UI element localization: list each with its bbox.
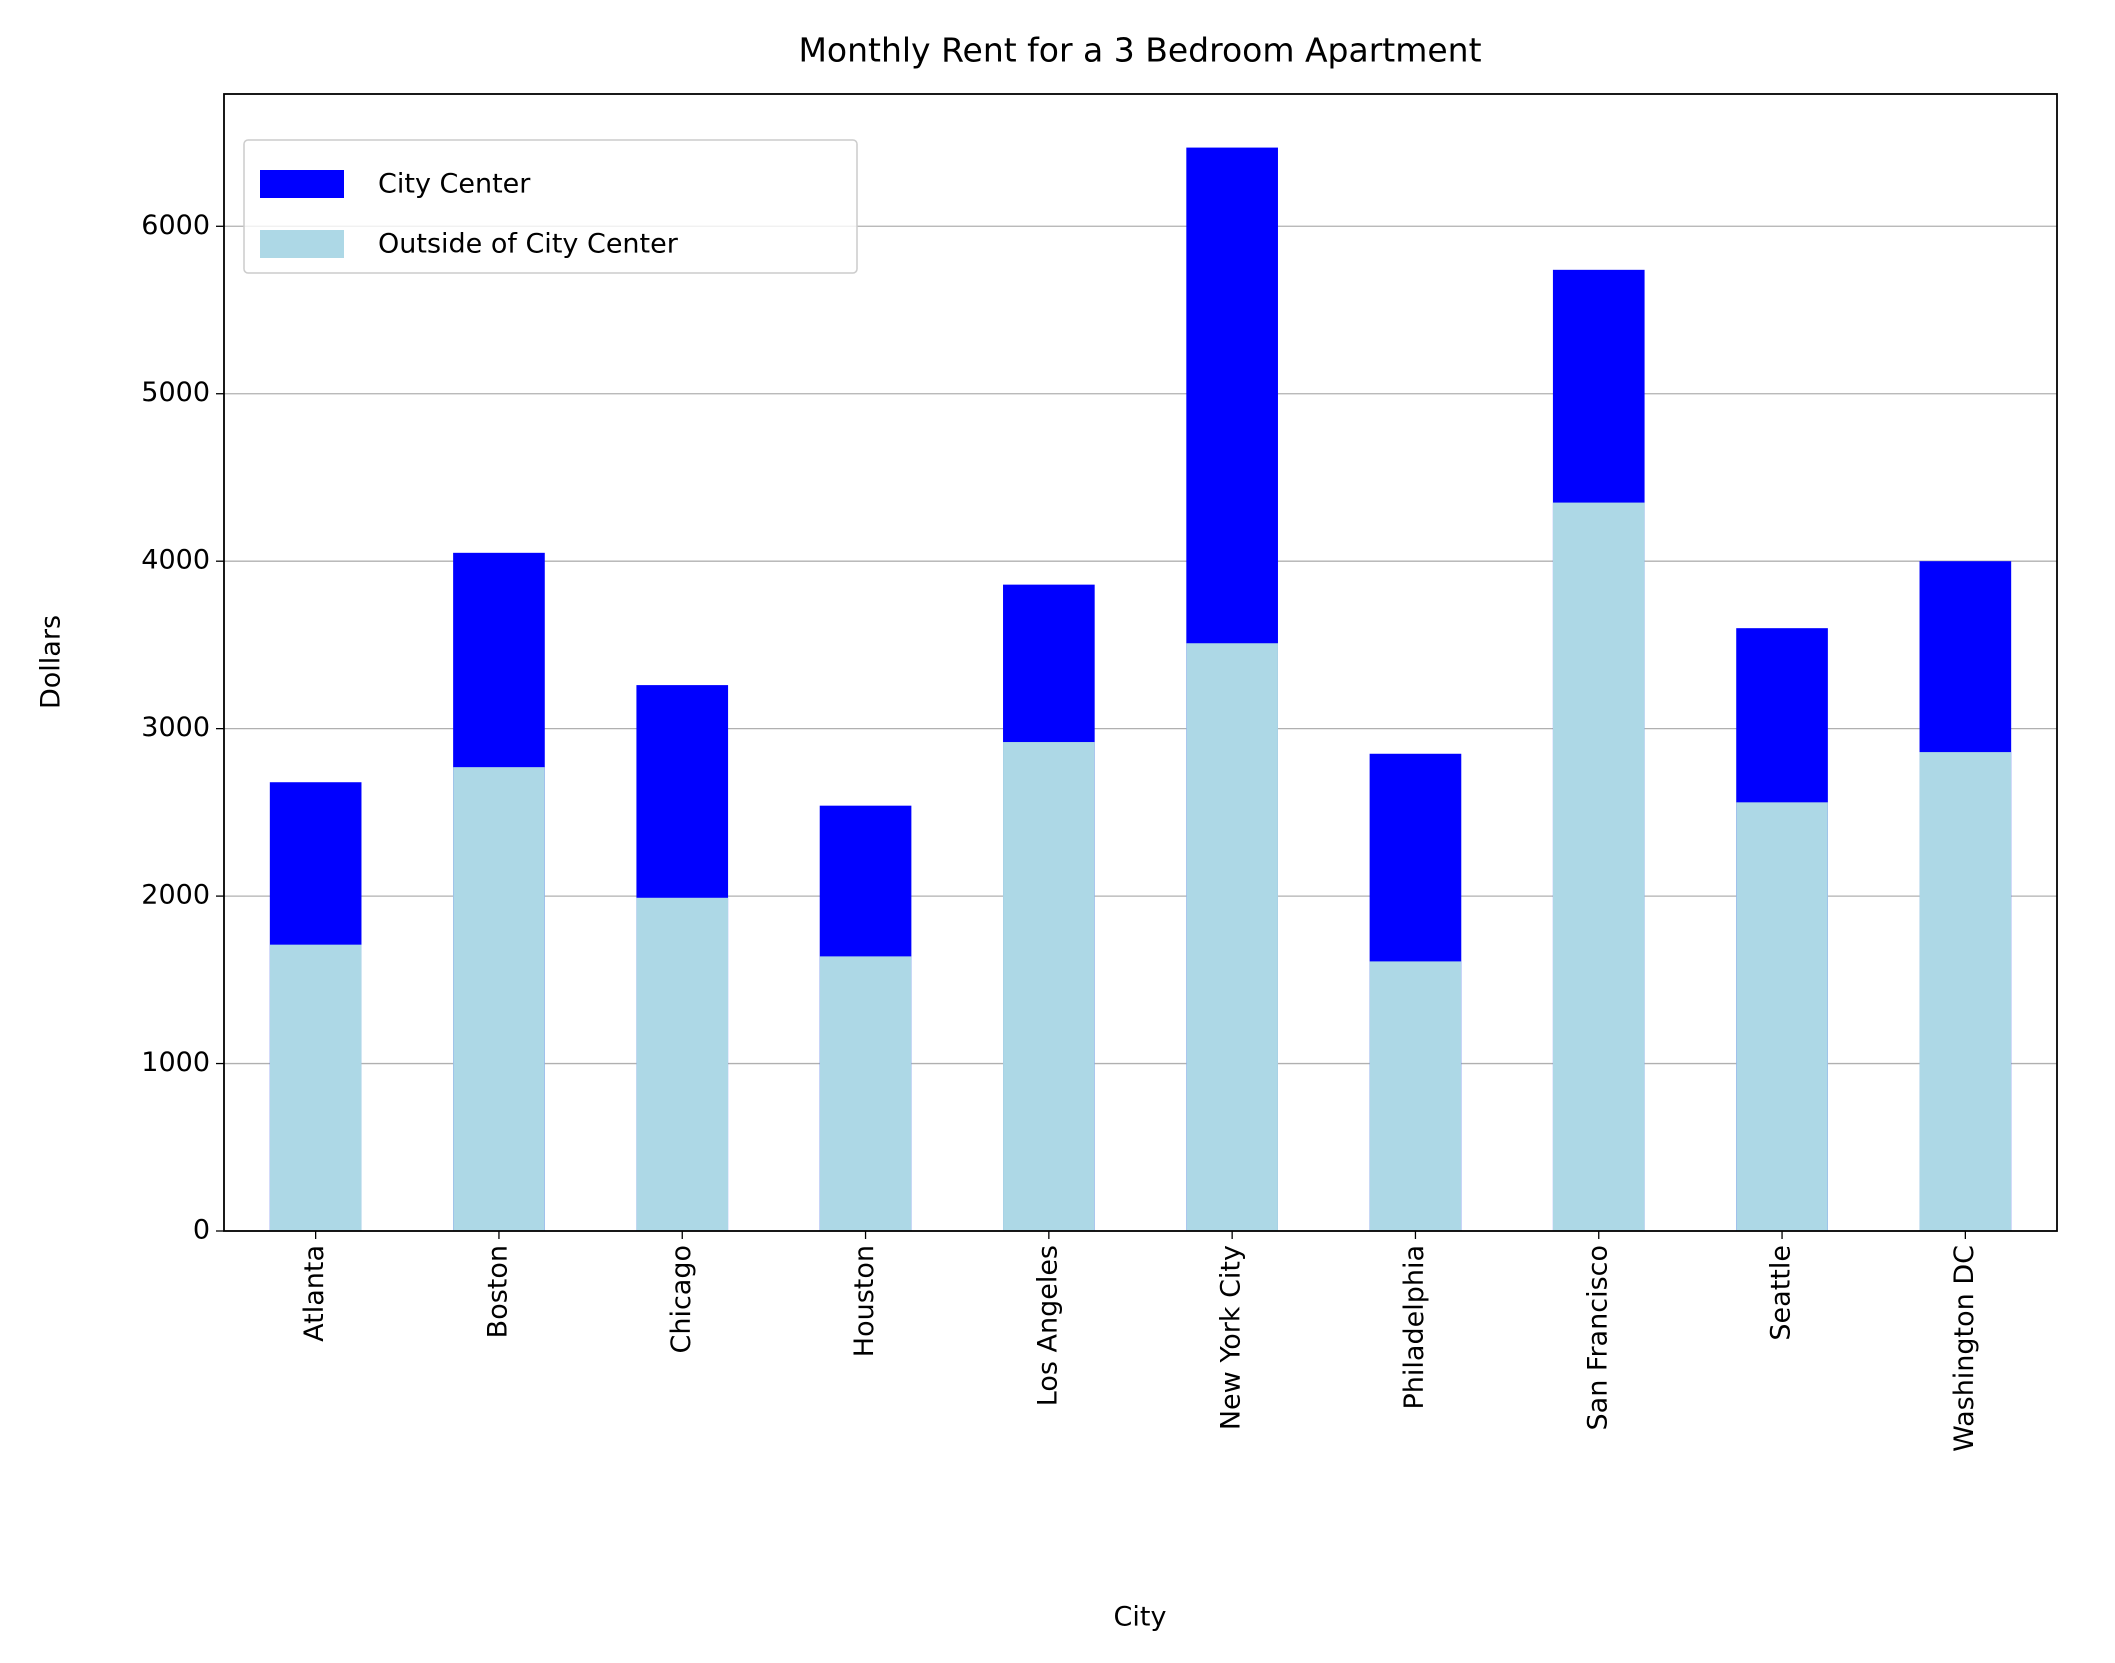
bar: [269, 944, 362, 1231]
x-tick-label: Los Angeles: [1032, 1245, 1063, 1406]
x-tick-label: San Francisco: [1582, 1245, 1613, 1430]
bar: [1003, 742, 1095, 1231]
x-tick-label: Houston: [849, 1245, 880, 1357]
x-tick-label: Chicago: [666, 1245, 697, 1354]
bar: [1552, 502, 1645, 1231]
x-axis-label: City: [1114, 1602, 1167, 1633]
bar: [1919, 752, 2012, 1231]
legend-label: Outside of City Center: [378, 229, 679, 260]
legend-box: [243, 139, 858, 274]
legend-swatch: [260, 170, 344, 198]
legend-swatch: [260, 230, 344, 258]
legend-label: City Center: [378, 169, 531, 200]
x-tick-label: Boston: [482, 1245, 513, 1338]
y-tick-label: 1000: [141, 1047, 210, 1078]
x-tick-label: Seattle: [1766, 1245, 1797, 1341]
plot-frame: [223, 93, 2058, 1232]
bar: [1736, 802, 1828, 1231]
x-tick-label: New York City: [1216, 1245, 1247, 1430]
y-tick-label: 6000: [141, 210, 210, 241]
bar: [636, 897, 729, 1231]
y-axis-label: Dollars: [36, 615, 67, 709]
bar: [1369, 961, 1462, 1231]
legend: City Center Outside of City Center: [243, 139, 858, 274]
x-tick-label: Washington DC: [1949, 1245, 1980, 1452]
y-tick-label: 0: [193, 1215, 210, 1246]
bar: [1186, 643, 1278, 1231]
y-tick-label: 4000: [141, 545, 210, 576]
bar: [453, 767, 545, 1231]
y-tick-label: 5000: [141, 377, 210, 408]
y-tick-label: 2000: [141, 880, 210, 911]
x-tick-label: Philadelphia: [1399, 1245, 1430, 1410]
x-tick-label: Atlanta: [299, 1245, 330, 1342]
chart-title: Monthly Rent for a 3 Bedroom Apartment: [798, 31, 1481, 70]
y-tick-label: 3000: [141, 712, 210, 743]
bar: [819, 956, 912, 1231]
